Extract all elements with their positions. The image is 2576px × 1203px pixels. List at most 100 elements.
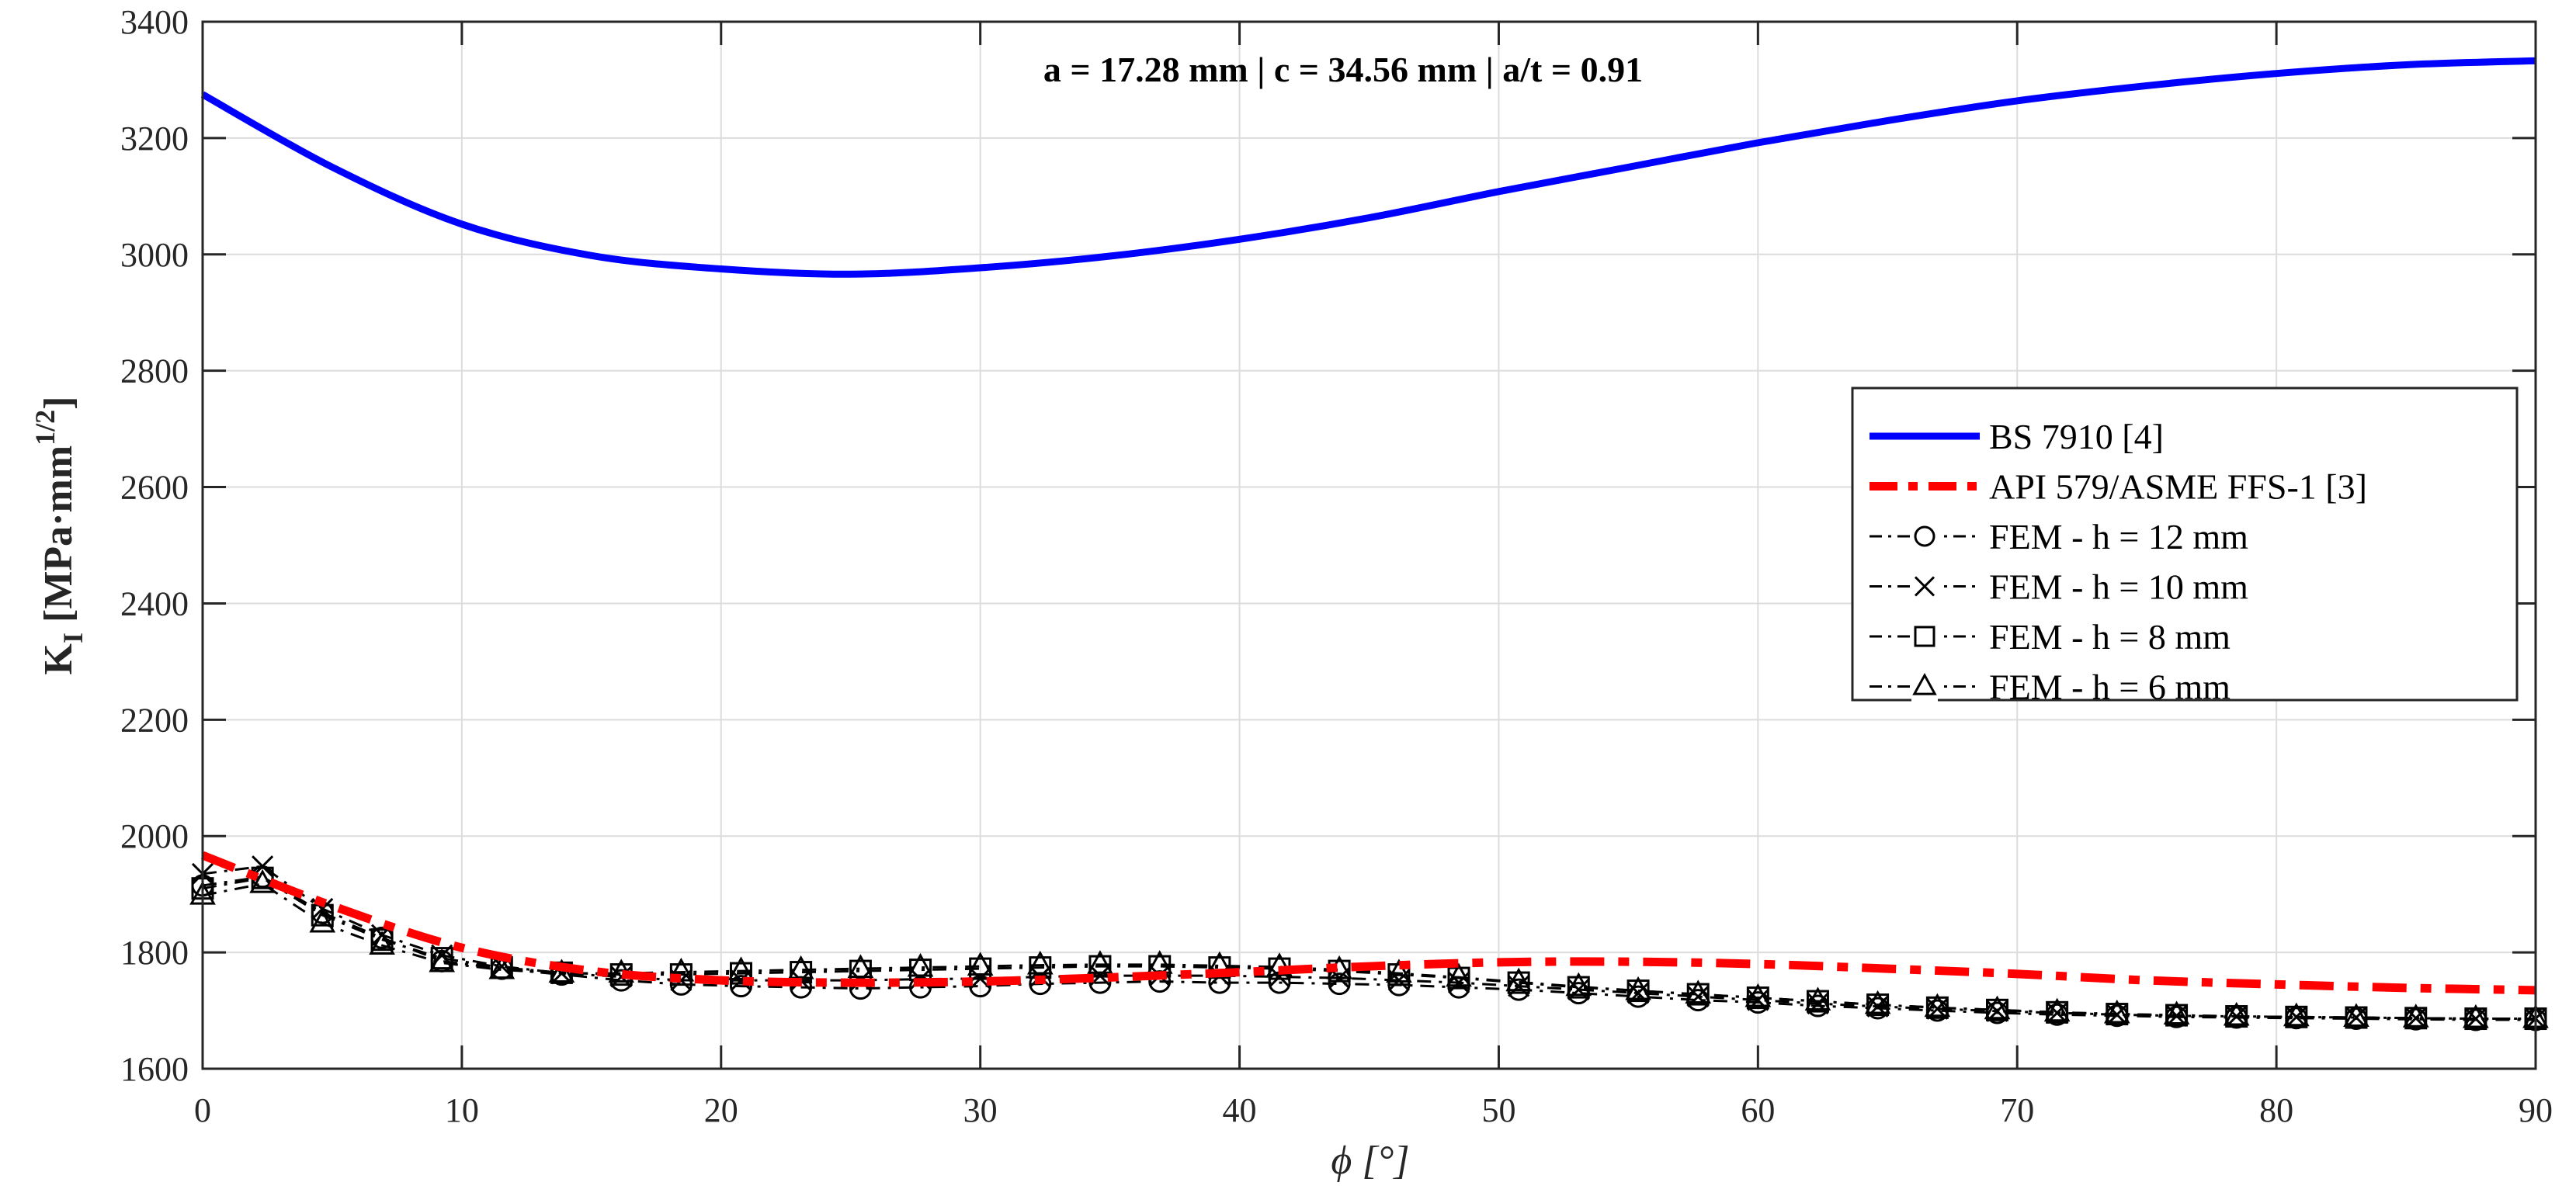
x-tick-label: 70 [2000, 1091, 2034, 1129]
triangle-marker-icon [2283, 1002, 2310, 1027]
legend-label: BS 7910 [4] [1989, 417, 2164, 456]
legend-label: API 579/ASME FFS-1 [3] [1989, 467, 2367, 507]
square-marker-icon [1088, 955, 1112, 978]
legend-box [1851, 387, 2519, 702]
triangle-marker-icon [2343, 1003, 2369, 1027]
square-marker-icon [1447, 966, 1470, 990]
triangle-marker-icon [2402, 1004, 2429, 1028]
triangle-marker-icon [309, 908, 336, 933]
legend-label: FEM - h = 8 mm [1989, 617, 2231, 657]
triangle-marker-icon [1685, 979, 1712, 1004]
series-line [200, 851, 2536, 995]
x-marker-icon [1914, 576, 1935, 597]
series-line [200, 57, 2536, 278]
legend-item: FEM - h = 10 mm [1870, 567, 2248, 607]
y-axis-label: KI [MPa·mm1/2] [30, 397, 89, 675]
tick-labels: 0 10 20 30 40 50 60 70 80 90 1600 1800 2000 2200 2400 2… [120, 3, 2553, 1129]
y-tick-label: 2800 [120, 352, 189, 390]
triangle-marker-icon [2103, 999, 2130, 1024]
triangle-marker-icon [907, 952, 934, 977]
triangle-marker-icon [2223, 1001, 2250, 1026]
circle-marker-icon [729, 975, 752, 998]
triangle-marker-icon [1625, 976, 1651, 1000]
triangle-marker-icon [1026, 950, 1054, 975]
triangle-marker-icon [1565, 972, 1592, 997]
triangle-marker-icon [967, 952, 994, 976]
circle-marker-icon [1914, 525, 1935, 547]
x-tick-label: 80 [2259, 1091, 2293, 1129]
y-tick-label: 2000 [120, 817, 189, 855]
square-marker-icon [370, 928, 394, 952]
y-tick-label: 2400 [120, 584, 189, 622]
legend-item: BS 7910 [4] [1870, 417, 2164, 456]
triangle-marker-icon [1386, 959, 1412, 983]
x-marker-icon [2404, 1007, 2427, 1029]
triangle-marker-icon [1266, 952, 1293, 976]
x-tick-label: 50 [1481, 1091, 1515, 1129]
triangle-marker-icon [369, 931, 395, 955]
circle-marker-icon [909, 976, 932, 999]
x-tick-label: 30 [963, 1091, 998, 1129]
square-marker-icon [430, 947, 453, 970]
triangle-marker-icon [1864, 990, 1891, 1014]
series-line [202, 882, 2536, 1021]
triangle-marker-icon [1984, 995, 2011, 1020]
square-marker-icon [1208, 956, 1231, 979]
triangle-marker-icon [847, 954, 874, 978]
y-tick-label: 1800 [120, 934, 189, 972]
circle-marker-icon [849, 977, 872, 1000]
square-marker-icon [1914, 626, 1935, 647]
series-line [202, 865, 2536, 1021]
legend-item: FEM - h = 12 mm [1870, 517, 2248, 556]
square-marker-icon [969, 957, 992, 980]
y-tick-label: 2200 [120, 701, 189, 739]
series-fem-h-10-mm [191, 855, 2547, 1030]
series-fem-h-8-mm [191, 866, 2547, 1031]
x-marker-icon [2285, 1006, 2307, 1028]
chart-legend: BS 7910 [4] API 579/ASME FFS-1 [3] FEM - h… [1851, 387, 2519, 707]
y-label-unit: [MPa·mm [36, 445, 81, 633]
x-tick-label: 10 [445, 1091, 479, 1129]
triangle-marker-icon [1912, 672, 1937, 695]
y-tick-label: 3000 [120, 236, 189, 274]
triangle-marker-icon [1446, 962, 1472, 987]
x-axis-label: ϕ [°] [1331, 1139, 1409, 1183]
legend-label: FEM - h = 6 mm [1989, 667, 2231, 707]
plot-series [189, 57, 2549, 1031]
triangle-marker-icon [2163, 1000, 2190, 1024]
triangle-marker-icon [1924, 993, 1951, 1018]
triangle-marker-icon [1745, 983, 1772, 1007]
x-tick-label: 90 [2519, 1091, 2553, 1129]
y-tick-label: 3200 [120, 120, 189, 158]
y-label-sub: I [57, 633, 89, 643]
legend-item: FEM - h = 6 mm [1870, 667, 2231, 707]
legend-label: FEM - h = 12 mm [1989, 517, 2248, 556]
y-label-close: ] [36, 397, 81, 410]
triangle-marker-icon [668, 957, 695, 982]
x-tick-label: 60 [1741, 1091, 1775, 1129]
triangle-marker-icon [429, 948, 456, 972]
circle-marker-icon [969, 975, 992, 998]
series-line [202, 875, 2536, 1021]
triangle-marker-icon [249, 868, 276, 893]
triangle-marker-icon [2043, 997, 2071, 1022]
series-fem-h-12-mm [191, 865, 2547, 1031]
y-tick-label: 3400 [120, 3, 189, 41]
series-bs-7910-4- [200, 57, 2536, 278]
y-tick-label: 2600 [120, 469, 189, 507]
y-label-sup: 1/2 [30, 410, 61, 445]
y-label-main: K [36, 643, 81, 674]
triangle-marker-icon [727, 956, 755, 980]
x-tick-label: 40 [1223, 1091, 1257, 1129]
x-tick-label: 0 [194, 1091, 211, 1129]
x-tick-label: 20 [704, 1091, 738, 1129]
triangle-marker-icon [488, 955, 516, 979]
triangle-marker-icon [1804, 986, 1831, 1011]
square-marker-icon [729, 962, 752, 985]
circle-marker-icon [1328, 972, 1351, 996]
triangle-marker-icon [1505, 967, 1532, 992]
triangle-marker-icon [787, 955, 814, 979]
legend-item: FEM - h = 8 mm [1870, 617, 2231, 657]
